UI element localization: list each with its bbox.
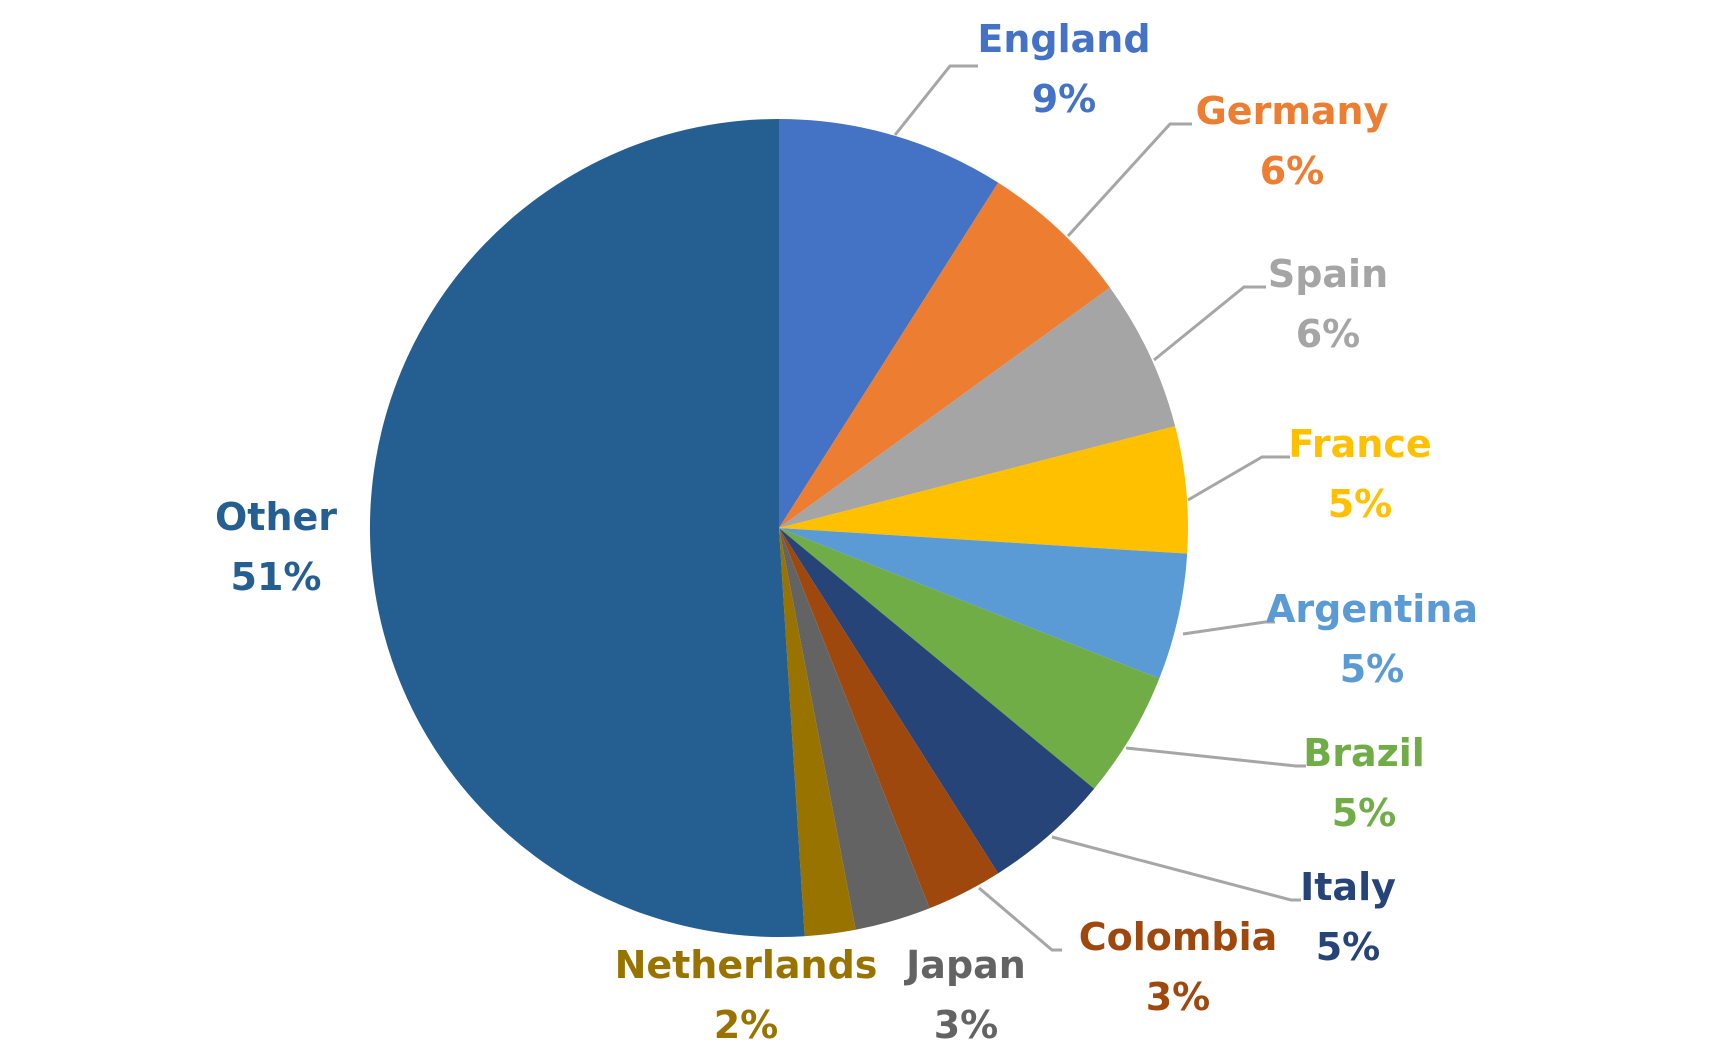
slice-value-germany: 6% — [1260, 149, 1325, 193]
leader-line-spain — [1153, 285, 1266, 362]
slice-value-other: 51% — [231, 555, 322, 599]
leader-line-argentina — [1182, 620, 1275, 636]
slice-value-netherlands: 2% — [714, 1003, 779, 1040]
leader-line-germany — [1066, 122, 1192, 238]
slice-label-germany: Germany — [1196, 89, 1389, 133]
pie-slice-other — [369, 119, 805, 937]
slice-label-england: England — [977, 17, 1150, 61]
slice-label-france: France — [1288, 422, 1431, 466]
pie-slices — [369, 119, 1188, 937]
slice-label-other: Other — [215, 495, 337, 539]
slice-value-brazil: 5% — [1332, 791, 1397, 835]
leader-line-france — [1187, 455, 1290, 502]
slice-value-colombia: 3% — [1146, 975, 1211, 1019]
pie-slice-france — [779, 426, 1188, 554]
leader-line-brazil — [1125, 746, 1306, 768]
slice-value-argentina: 5% — [1340, 647, 1405, 691]
leader-lines — [893, 64, 1306, 952]
slice-value-japan: 3% — [934, 1003, 999, 1040]
pie-slice-japan — [779, 528, 930, 930]
leader-line-colombia — [978, 886, 1062, 952]
slice-label-italy: Italy — [1300, 865, 1396, 909]
slice-value-france: 5% — [1328, 482, 1393, 526]
slice-label-argentina: Argentina — [1266, 587, 1478, 631]
pie-slice-argentina — [779, 528, 1188, 679]
pie-slice-england — [779, 119, 999, 528]
pie-slice-colombia — [779, 528, 999, 909]
slice-label-netherlands: Netherlands — [615, 943, 878, 987]
slice-value-italy: 5% — [1316, 925, 1381, 969]
slice-labels: England 9% Germany 6% Spain 6% France 5% Argenti… — [215, 17, 1478, 1040]
leader-line-england — [893, 64, 978, 136]
slice-label-brazil: Brazil — [1303, 731, 1425, 775]
slice-label-spain: Spain — [1268, 252, 1388, 296]
slice-label-japan: Japan — [903, 943, 1026, 987]
slice-value-england: 9% — [1032, 77, 1097, 121]
pie-slice-spain — [779, 287, 1176, 528]
pie-slice-germany — [779, 182, 1110, 529]
pie-slice-netherlands — [779, 528, 856, 937]
pie-slice-italy — [779, 528, 1095, 874]
leader-line-italy — [1051, 835, 1301, 902]
slice-value-spain: 6% — [1296, 312, 1361, 356]
pie-slice-brazil — [779, 528, 1160, 789]
slice-label-colombia: Colombia — [1079, 915, 1278, 959]
